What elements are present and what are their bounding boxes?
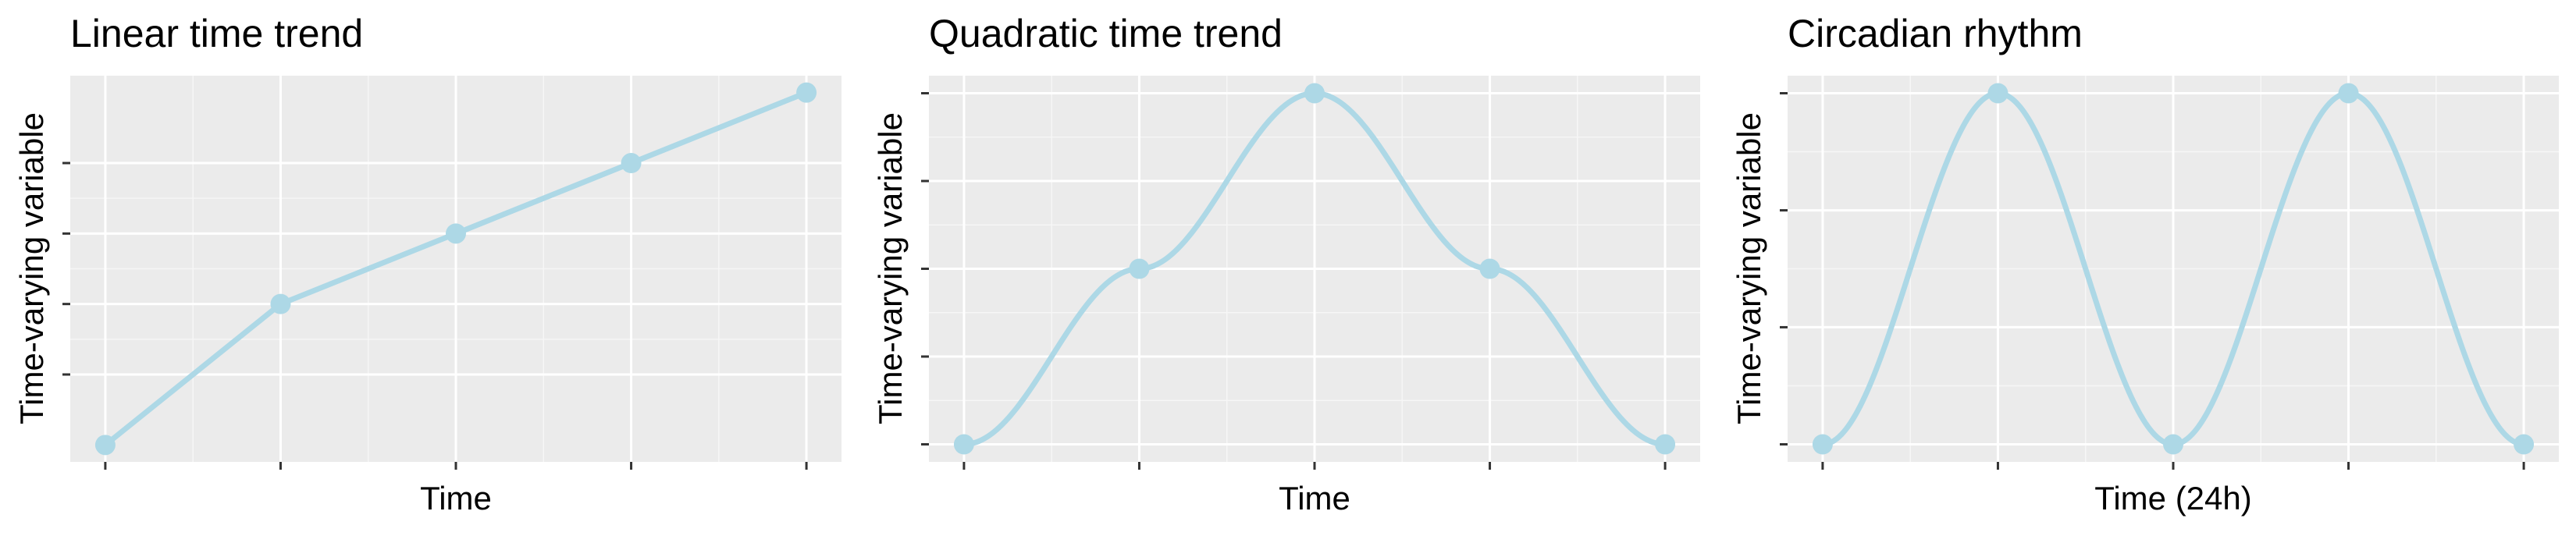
axis-ticks xyxy=(1780,92,2525,470)
data-point xyxy=(446,223,466,244)
data-point xyxy=(2163,434,2183,455)
panel-title: Circadian rhythm xyxy=(1788,12,2083,55)
grid-lines xyxy=(929,76,1700,462)
x-axis-label: Time xyxy=(1279,480,1350,516)
data-point xyxy=(796,82,817,103)
data-point xyxy=(1987,83,2008,104)
data-point xyxy=(270,293,291,314)
axis-ticks xyxy=(921,92,1667,470)
y-axis-label: Time-varying variable xyxy=(13,112,50,424)
series-points xyxy=(953,83,1676,455)
series-points xyxy=(1812,83,2535,455)
data-point xyxy=(953,434,974,455)
data-point xyxy=(94,435,116,456)
panel-linear-time-trend: Linear time trend Time Time-varying vari… xyxy=(13,12,841,516)
panel-title: Linear time trend xyxy=(70,12,363,55)
data-point xyxy=(2514,434,2535,455)
data-point xyxy=(621,153,642,174)
panel-quadratic-time-trend: Quadratic time trend Time Time-varying v… xyxy=(872,12,1700,516)
x-axis-label: Time (24h) xyxy=(2094,480,2252,516)
data-point xyxy=(1304,83,1325,104)
panel-circadian-rhythm: Circadian rhythm Time (24h) Time-varying… xyxy=(1731,12,2559,516)
x-axis-label: Time xyxy=(420,480,492,516)
axis-ticks xyxy=(62,162,808,470)
data-point xyxy=(1129,258,1150,279)
y-axis-label: Time-varying variable xyxy=(1731,112,1767,424)
data-point xyxy=(1655,434,1676,455)
data-point xyxy=(1812,434,1833,455)
series-points xyxy=(94,82,817,456)
data-point xyxy=(2338,83,2359,104)
data-point xyxy=(1479,258,1500,279)
y-axis-label: Time-varying variable xyxy=(872,112,909,424)
panel-title: Quadratic time trend xyxy=(929,12,1283,55)
